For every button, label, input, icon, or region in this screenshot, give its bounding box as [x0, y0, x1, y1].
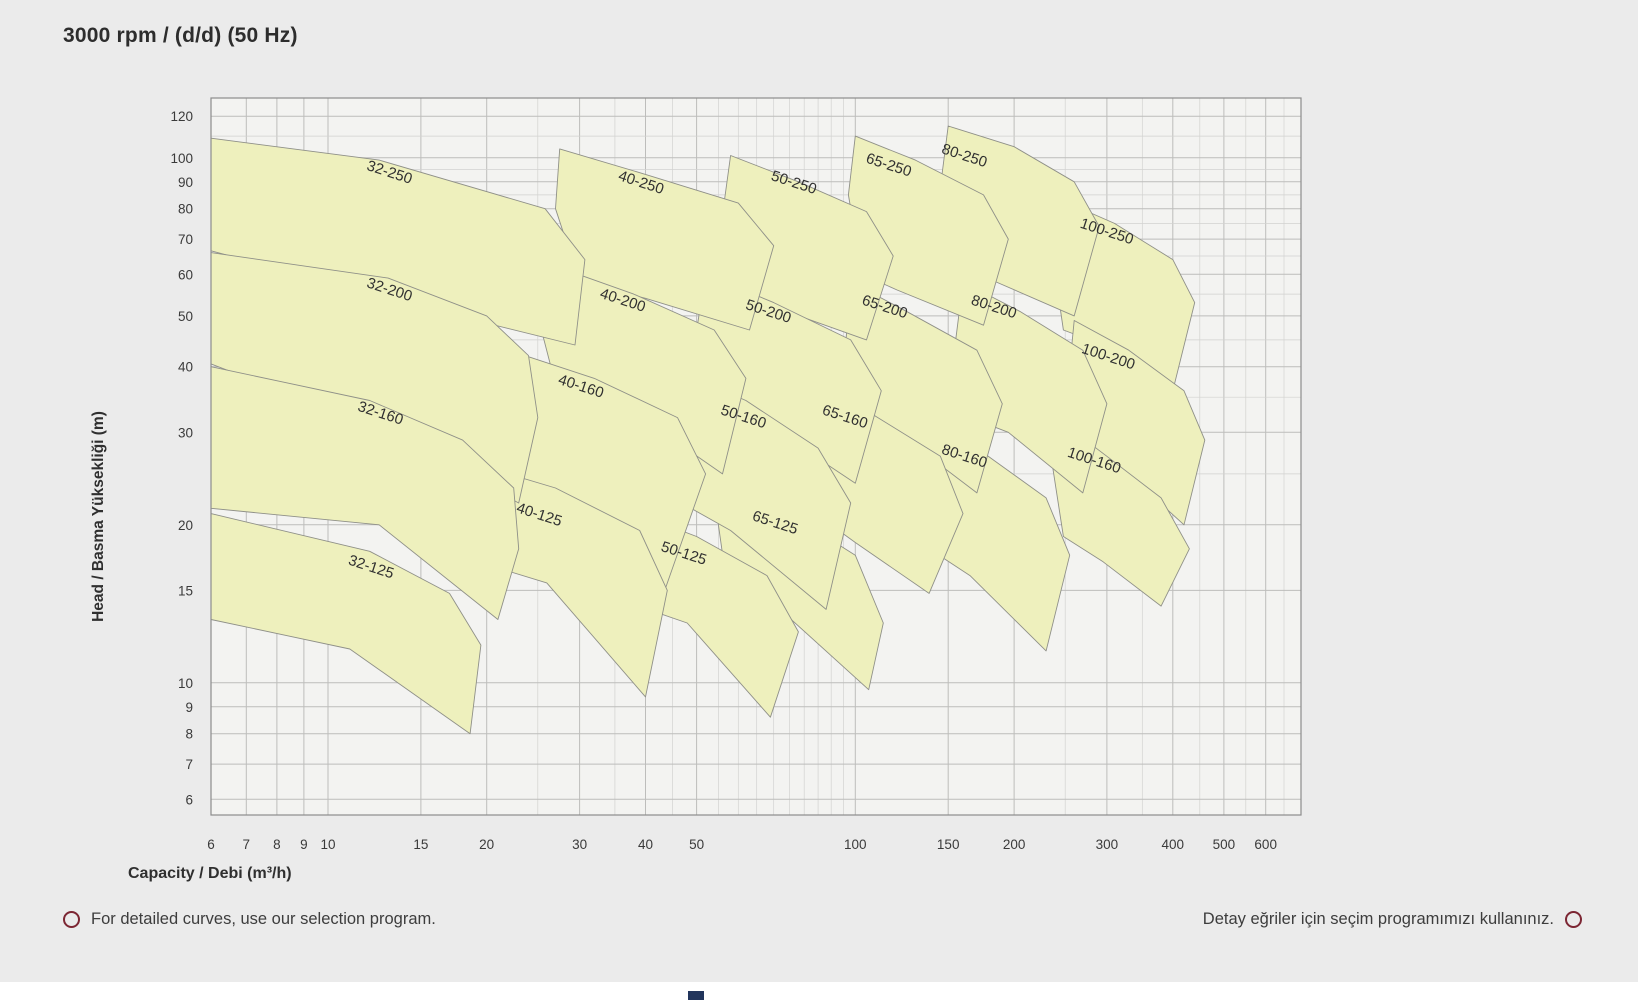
x-tick-label: 500: [1213, 837, 1236, 852]
x-tick-label: 10: [320, 837, 335, 852]
x-tick-label: 600: [1254, 837, 1277, 852]
y-tick-label: 20: [178, 518, 193, 533]
x-tick-label: 7: [243, 837, 251, 852]
y-tick-label: 10: [178, 676, 193, 691]
y-tick-label: 15: [178, 583, 193, 598]
y-tick-label: 80: [178, 202, 193, 217]
y-tick-label: 40: [178, 360, 193, 375]
y-tick-label: 60: [178, 267, 193, 282]
x-tick-label: 20: [479, 837, 494, 852]
x-tick-label: 30: [572, 837, 587, 852]
x-tick-label: 8: [273, 837, 281, 852]
y-tick-label: 70: [178, 232, 193, 247]
x-tick-label: 6: [207, 837, 215, 852]
pump-region-32-160: [210, 366, 520, 620]
x-tick-label: 50: [689, 837, 704, 852]
x-tick-label: 150: [937, 837, 960, 852]
footer-note-tr-text: Detay eğriler için seçim programımızı ku…: [1202, 910, 1554, 928]
footer-note-en-text: For detailed curves, use our selection p…: [91, 910, 436, 928]
x-tick-label: 300: [1096, 837, 1119, 852]
y-tick-label: 100: [170, 151, 193, 166]
x-tick-label: 200: [1003, 837, 1026, 852]
plot-frame: [210, 97, 1302, 816]
pump-regions: [210, 125, 1206, 735]
selection-program-bullet-icon: [1565, 911, 1582, 928]
footer-note-tr: Detay eğriler için seçim programımızı ku…: [1203, 910, 1582, 929]
pump-region-40-200: [537, 262, 747, 475]
selection-program-bullet-icon: [63, 911, 80, 928]
footer-note-en: For detailed curves, use our selection p…: [63, 910, 436, 929]
y-tick-labels: 6 7 8 9 10 15 20 30 40 50 60 70 80 90 100 120: [170, 109, 193, 807]
y-tick-label: 7: [185, 757, 193, 772]
y-tick-label: 50: [178, 309, 193, 324]
y-tick-label: 8: [185, 727, 193, 742]
y-tick-label: 6: [185, 792, 193, 807]
x-tick-label: 40: [638, 837, 653, 852]
chart-title: 3000 rpm / (d/d) (50 Hz): [63, 24, 298, 47]
y-axis-title: Head / Basma Yüksekliği (m): [90, 411, 107, 622]
x-axis-title: Capacity / Debi (m³/h): [128, 865, 292, 882]
x-tick-label: 9: [300, 837, 308, 852]
y-tick-label: 30: [178, 425, 193, 440]
page-bottom-strip: [0, 982, 1638, 1000]
x-tick-label: 400: [1162, 837, 1185, 852]
page-edge-mark: [688, 991, 704, 1000]
y-tick-label: 90: [178, 175, 193, 190]
pump-region-32-125: [210, 513, 482, 735]
y-tick-label: 120: [170, 109, 193, 124]
y-tick-label: 9: [185, 700, 193, 715]
x-tick-label: 15: [413, 837, 428, 852]
x-tick-label: 100: [844, 837, 867, 852]
x-tick-labels: 6 7 8 9 10 15 20 30 40 50 100 150 200 300 400 500 600: [207, 837, 1277, 852]
